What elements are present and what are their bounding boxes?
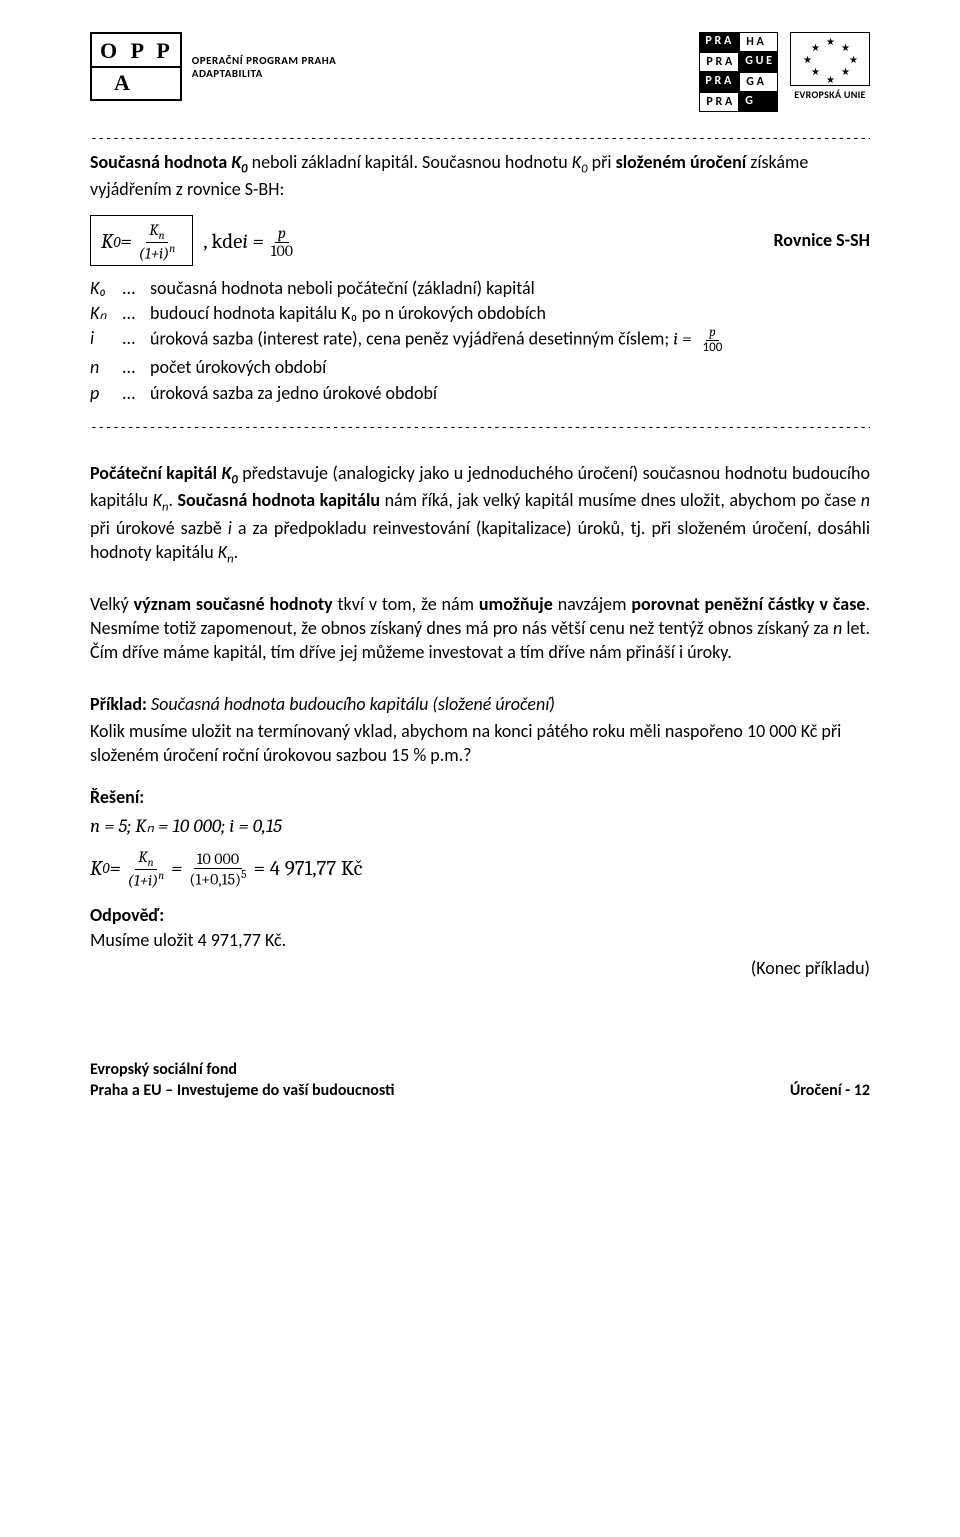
formula-kde: , kde i = p 100 [203,225,300,260]
definitions: K₀...současná hodnota neboli počáteční (… [90,276,870,405]
praha-cell-7: G [739,92,778,112]
footer-page-number: Úročení - 12 [790,1080,870,1102]
formula-left: K0 = Kn (1+i)n , kde i = p 100 [90,215,300,265]
praha-cell-1: H A [739,32,778,52]
praha-cell-6: P R A [699,92,739,112]
praha-logo: P R A H A P R A G U E P R A G A P R A G [699,32,778,112]
example-heading: Příklad: Současná hodnota budoucího kapi… [90,692,870,716]
logo-opp: O P P A OPERAČNÍ PROGRAM PRAHA ADAPTABIL… [90,32,336,101]
praha-cell-5: G A [739,72,778,92]
eu-logo: ★ ★ ★ ★ ★ ★ ★ ★ EVROPSKÁ UNIE [790,32,870,102]
opp-text-1: OPERAČNÍ PROGRAM PRAHA [192,54,337,67]
equation-label: Rovnice S-SH [773,228,870,252]
praha-cell-3: G U E [739,52,778,72]
opp-bottom: A [92,68,180,100]
dash-bottom: ----------------------------------------… [90,419,870,437]
fraction-kn: Kn (1+i)n [136,222,179,262]
formula-row: K0 = Kn (1+i)n , kde i = p 100 Rovnice S… [90,215,870,265]
answer-label: Odpověď: [90,903,870,927]
praha-cell-0: P R A [699,32,739,52]
def-row: Kₙ...budoucí hodnota kapitálu K₀ po n úr… [90,301,870,325]
header-logos: O P P A OPERAČNÍ PROGRAM PRAHA ADAPTABIL… [90,32,870,112]
paragraph-2: Velký význam současné hodnoty tkví v tom… [90,592,870,665]
def-row: p...úroková sazba za jedno úrokové obdob… [90,381,870,405]
paragraph-1: Počáteční kapitál K0 představuje (analog… [90,461,870,568]
footer-left: Evropský sociální fond Praha a EU – Inve… [90,1060,394,1102]
opp-program-text: OPERAČNÍ PROGRAM PRAHA ADAPTABILITA [192,54,337,80]
praha-cell-2: P R A [699,52,739,72]
eu-label: EVROPSKÁ UNIE [790,88,870,102]
logo-right-group: P R A H A P R A G U E P R A G A P R A G … [699,32,870,112]
praha-cell-4: P R A [699,72,739,92]
section-title: Současná hodnota K0 neboli základní kapi… [90,150,870,202]
eu-flag-icon: ★ ★ ★ ★ ★ ★ ★ ★ [790,32,870,86]
opp-top: O P P [92,34,180,68]
solution-line-1: n = 5; Kₙ = 10 000; i = 0,15 [90,814,870,840]
def-row: K₀...současná hodnota neboli počáteční (… [90,276,870,300]
def-row: i...úroková sazba (interest rate), cena … [90,326,870,354]
end-note: (Konec příkladu) [90,956,870,980]
def-row: n...počet úrokových období [90,355,870,379]
dash-top: ----------------------------------------… [90,130,870,148]
page-footer: Evropský sociální fond Praha a EU – Inve… [90,1060,870,1102]
example-text: Kolik musíme uložit na termínovaný vklad… [90,719,870,768]
solution-line-2: K0 = Kn(1+i)n = 10 000(1+0,15)5 = 4 971,… [90,849,870,889]
fraction-p100: p 100 [268,225,296,260]
answer-text: Musíme uložit 4 971,77 Kč. [90,928,870,952]
solution-label: Řešení: [90,785,870,809]
opp-text-2: ADAPTABILITA [192,67,337,80]
formula-box: K0 = Kn (1+i)n [90,215,193,265]
opp-box: O P P A [90,32,182,101]
